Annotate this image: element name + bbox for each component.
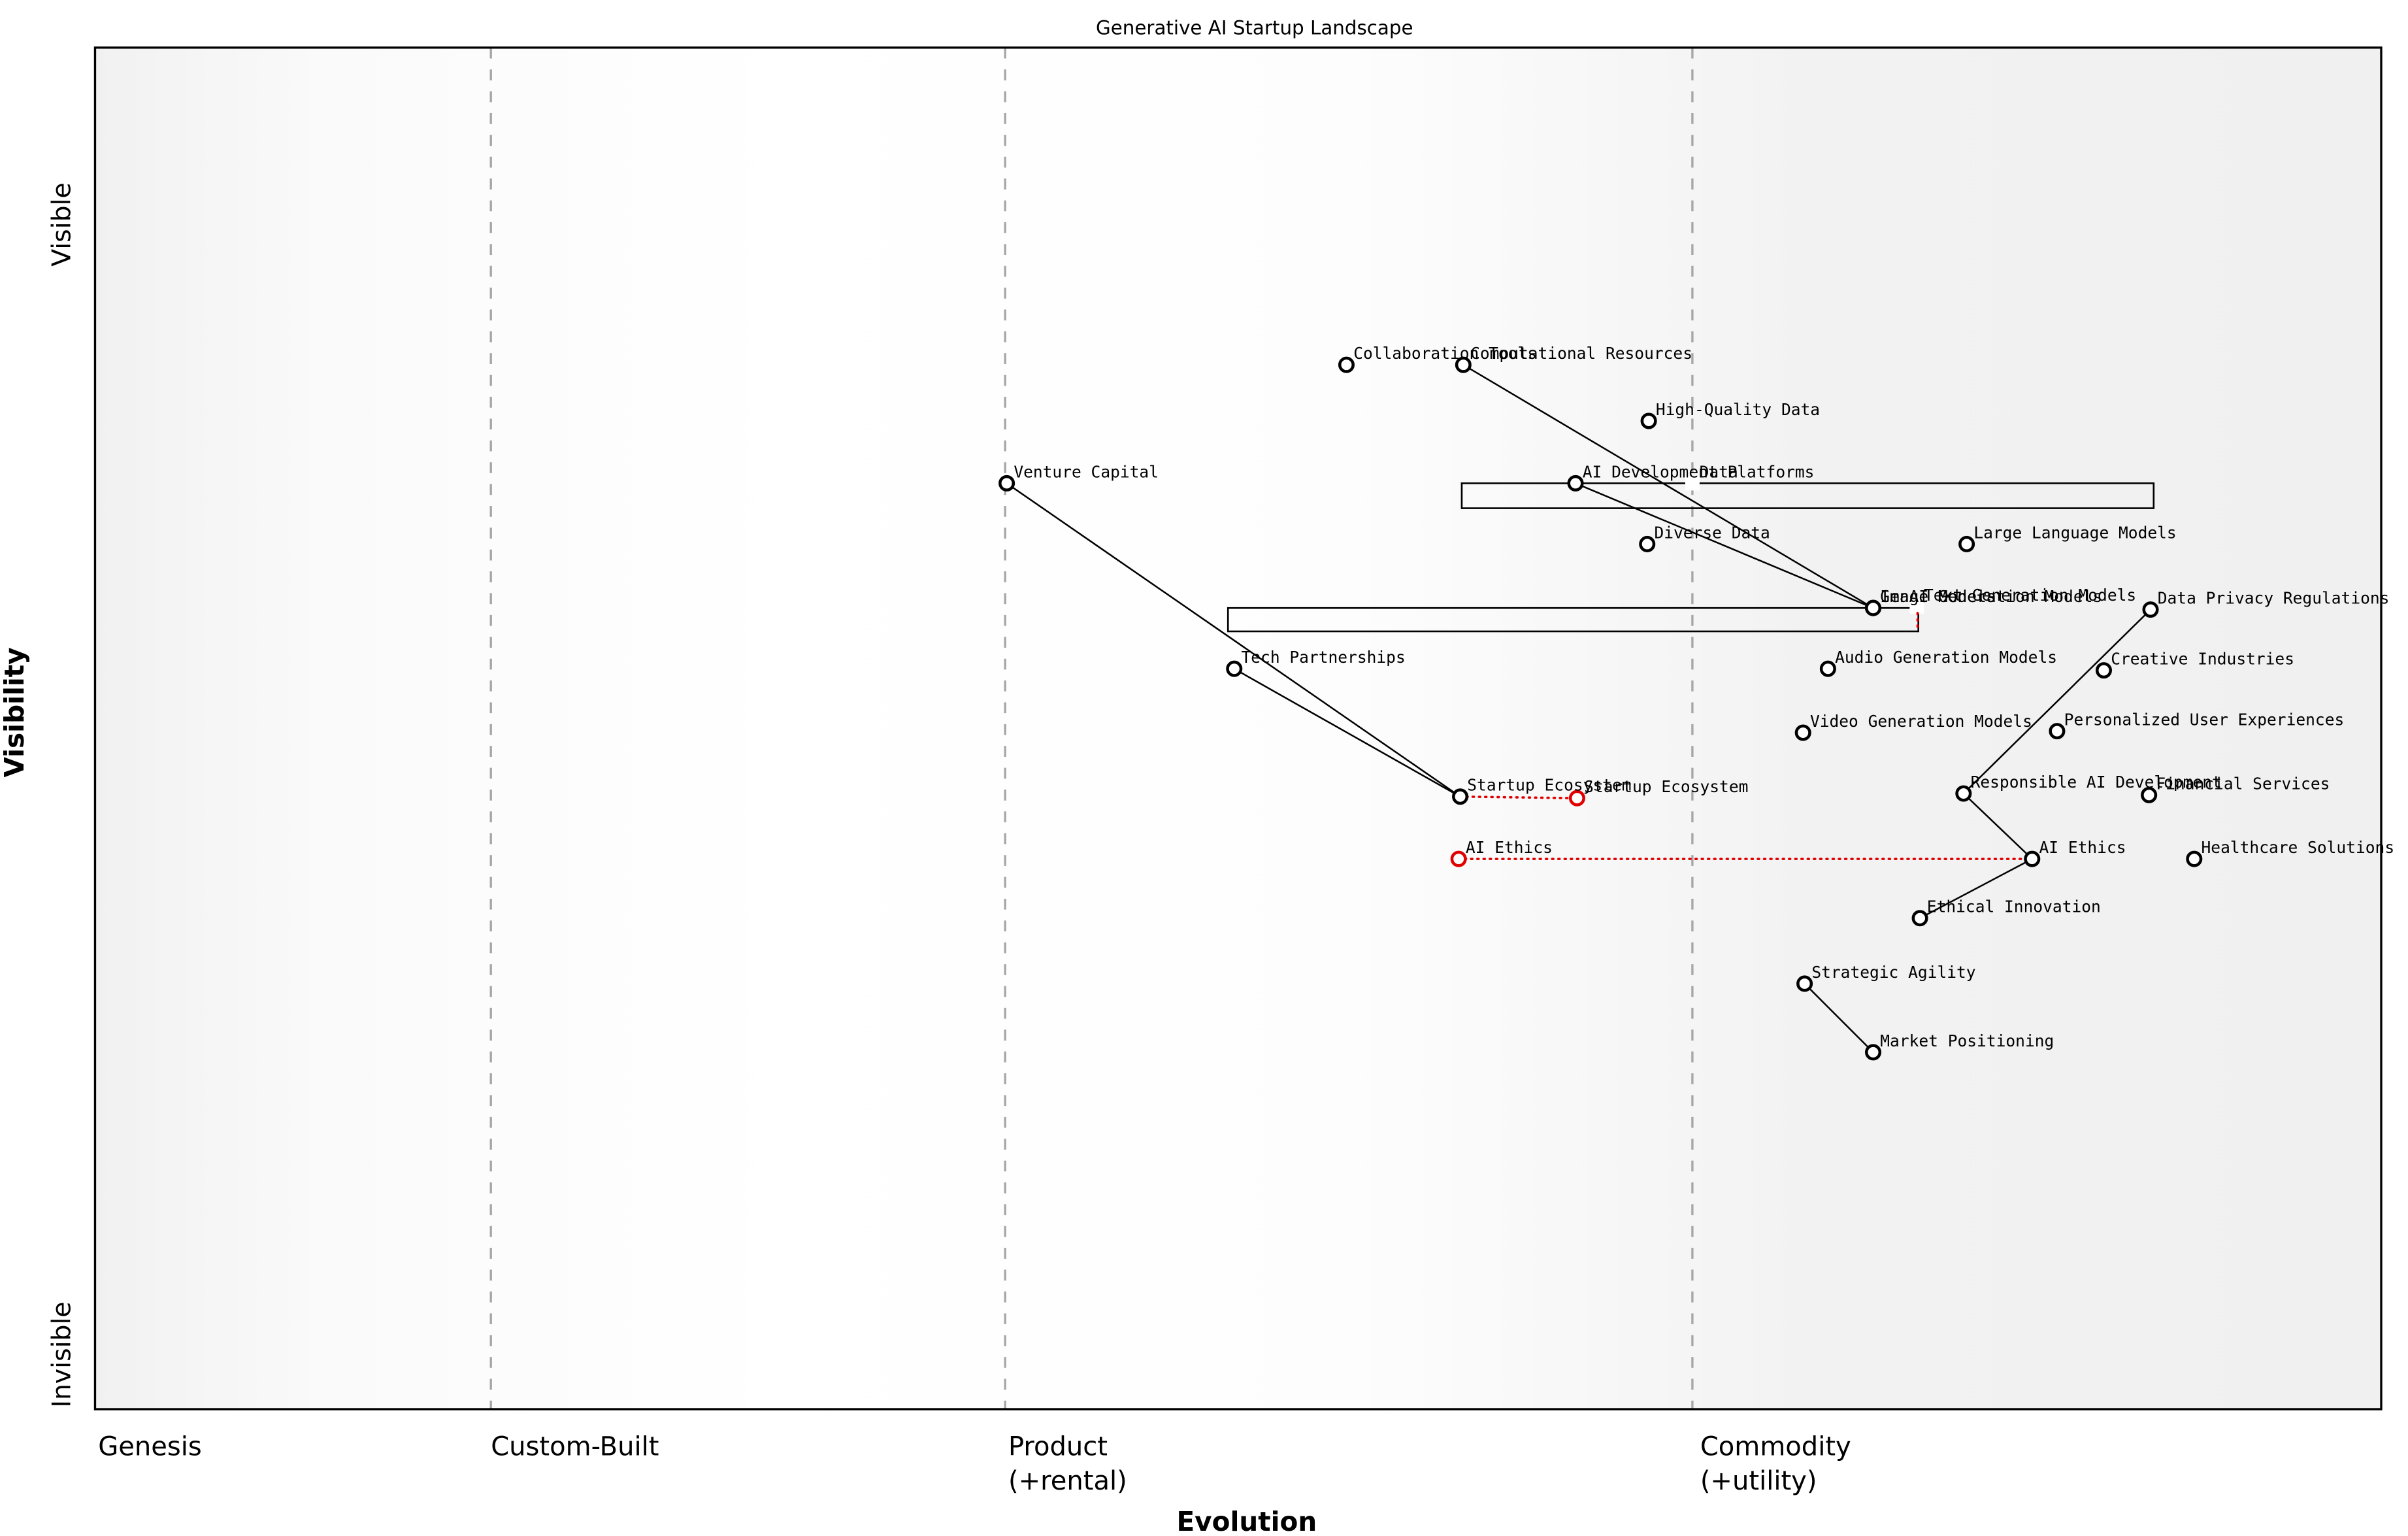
node-computational-resources bbox=[1455, 356, 1472, 373]
node-ai-development-platforms bbox=[1567, 475, 1584, 492]
node-label-collaboration-tools: Collaboration Tools bbox=[1353, 344, 1537, 363]
node-tech-partnerships bbox=[1226, 660, 1243, 677]
edge-responsible-ai-development--ai-ethics bbox=[1962, 793, 2033, 860]
y-invisible-label: Invisible bbox=[46, 1301, 76, 1407]
node-label-ethical-innovation: Ethical Innovation bbox=[1927, 897, 2101, 916]
stage-label-1: Genesis bbox=[98, 1431, 202, 1461]
plot-border bbox=[93, 46, 2383, 1411]
node-label-data-privacy-regulations: Data Privacy Regulations bbox=[2158, 589, 2390, 608]
stage-label-4: Commodity bbox=[1700, 1431, 1851, 1461]
node-label-ai-ethics-past: AI Ethics bbox=[1466, 838, 1553, 857]
edge-ai-development-platforms--genai-models bbox=[1575, 482, 1874, 609]
node-label-computational-resources: Computational Resources bbox=[1470, 344, 1692, 363]
node-label-image-generation-models: Image Generation Models bbox=[1880, 587, 2102, 606]
node-venture-capital bbox=[998, 475, 1015, 492]
node-healthcare-solutions bbox=[2186, 850, 2203, 867]
edge-computational-resources--genai-models bbox=[1462, 364, 1874, 609]
node-label-startup-ecosystem-future: Startup Ecosystem bbox=[1584, 777, 1748, 796]
stage-label-3: Product bbox=[1008, 1431, 1108, 1461]
stage-sublabel-4: (+utility) bbox=[1700, 1466, 1817, 1496]
node-label-startup-ecosystem: Startup Ecosystem bbox=[1467, 776, 1631, 795]
edge-tech-partnerships--startup-ecosystem bbox=[1234, 668, 1461, 797]
node-label-creative-industries: Creative Industries bbox=[2111, 650, 2294, 669]
node-audio-generation-models bbox=[1819, 660, 1836, 677]
y-axis-label: Visibility bbox=[0, 647, 30, 777]
node-ai-ethics-past bbox=[1450, 850, 1467, 867]
node-label-text-generation-models: Text Generation Models bbox=[1924, 586, 2136, 605]
node-label-ai-ethics: AI Ethics bbox=[2039, 838, 2126, 857]
ai-development-platforms-pipeline bbox=[1460, 482, 2155, 509]
node-startup-ecosystem-future bbox=[1568, 790, 1585, 807]
node-label-venture-capital: Venture Capital bbox=[1014, 462, 1159, 481]
node-collaboration-tools bbox=[1338, 356, 1355, 373]
edge-strategic-agility--market-positioning bbox=[1804, 983, 1874, 1053]
node-label-personalized-user-experiences: Personalized User Experiences bbox=[2064, 710, 2345, 729]
edge-data-privacy-regulations--responsible-ai-development bbox=[1962, 609, 2151, 794]
node-label-audio-generation-models: Audio Generation Models bbox=[1835, 648, 2057, 667]
node-label-diverse-data: Diverse Data bbox=[1654, 523, 1770, 542]
node-data bbox=[1685, 476, 1700, 491]
node-ai-ethics bbox=[2024, 850, 2041, 867]
edge-ai-ethics--ethical-innovation bbox=[1919, 858, 2033, 919]
node-label-large-language-models: Large Language Models bbox=[1973, 523, 2176, 542]
node-label-market-positioning: Market Positioning bbox=[1880, 1031, 2054, 1050]
node-video-generation-models bbox=[1794, 724, 1811, 741]
node-label-genai-models: GenAI Models bbox=[1880, 587, 1996, 606]
node-market-positioning bbox=[1865, 1044, 1882, 1061]
node-startup-ecosystem bbox=[1452, 788, 1469, 805]
node-creative-industries bbox=[2095, 662, 2113, 679]
movement-line-startup-ecosystem--startup-ecosystem-future bbox=[1459, 795, 1579, 799]
node-label-healthcare-solutions: Healthcare Solutions bbox=[2202, 838, 2395, 857]
node-diverse-data bbox=[1639, 535, 1656, 552]
node-personalized-user-experiences bbox=[2049, 723, 2066, 740]
plot-background bbox=[95, 47, 2381, 1409]
node-label-data: Data bbox=[1700, 462, 1738, 481]
y-visible-label: Visible bbox=[46, 182, 76, 266]
node-text-generation-models bbox=[1909, 599, 1924, 614]
node-large-language-models bbox=[1958, 535, 1975, 552]
node-responsible-ai-development bbox=[1955, 785, 1972, 802]
node-label-responsible-ai-development: Responsible AI Development bbox=[1971, 773, 2222, 792]
node-genai-models bbox=[1865, 599, 1882, 616]
node-label-high-quality-data: High-Quality Data bbox=[1656, 400, 1820, 419]
node-label-ai-development-platforms: AI Development Platforms bbox=[1583, 462, 1815, 481]
stage-label-2: Custom-Built bbox=[491, 1431, 659, 1461]
node-financial-services bbox=[2141, 786, 2158, 803]
node-data-privacy-regulations bbox=[2142, 601, 2159, 618]
node-label-strategic-agility: Strategic Agility bbox=[1811, 963, 1975, 982]
node-label-tech-partnerships: Tech Partnerships bbox=[1241, 648, 1405, 667]
edge-venture-capital--startup-ecosystem bbox=[1006, 482, 1461, 797]
node-label-financial-services: Financial Services bbox=[2156, 774, 2330, 793]
figure-title: Generative AI Startup Landscape bbox=[1096, 17, 1413, 39]
node-strategic-agility bbox=[1796, 975, 1813, 992]
stage-sublabel-3: (+rental) bbox=[1008, 1466, 1127, 1496]
node-high-quality-data bbox=[1640, 412, 1657, 429]
node-label-video-generation-models: Video Generation Models bbox=[1810, 712, 2032, 731]
node-ethical-innovation bbox=[1911, 910, 1928, 927]
x-axis-label: Evolution bbox=[1177, 1506, 1317, 1536]
